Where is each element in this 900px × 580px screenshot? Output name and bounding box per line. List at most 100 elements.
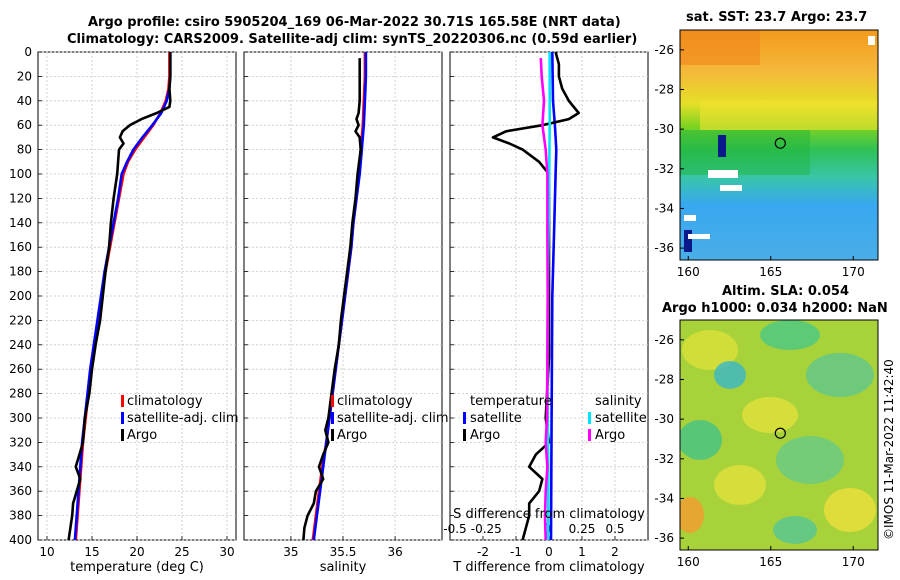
temperature-xlabel: temperature (deg C) [70, 560, 204, 575]
tick-label-y: 160 [9, 240, 32, 254]
legend-argo-label: Argo [127, 428, 157, 443]
tick-label-y: 40 [17, 94, 32, 108]
legend-temp-satellite-swatch [463, 412, 466, 424]
sla-blob [806, 353, 874, 397]
tick-label-x: 1 [578, 545, 586, 559]
series-line-argo [302, 58, 363, 541]
tick-label-x: 15 [84, 545, 99, 559]
tick-label-x: 10 [39, 545, 54, 559]
legend-argo-swatch [121, 429, 124, 441]
tick-label-y: 280 [9, 387, 32, 401]
series-line-temperature-satellite [549, 51, 558, 541]
tick-label-x: 25 [174, 545, 189, 559]
legend-climatology-label: climatology [127, 394, 203, 409]
sst-green-patch [680, 130, 810, 175]
sst-warm-patch [680, 30, 760, 65]
legend-climatology-swatch [331, 395, 334, 407]
tick-label-y: 240 [9, 338, 32, 352]
sst-land-mask-2 [720, 185, 742, 191]
sst-dark-blue-patch [718, 135, 726, 157]
sla-map-title-1: Altim. SLA: 0.054 [722, 284, 849, 299]
series-line-salinity-argo [539, 58, 550, 541]
sst-dark-blue-patch-2 [684, 230, 692, 252]
tick-label-x: 36 [387, 545, 402, 559]
salinity-panel: 35 35.5 36 salinity climatology satellite-… [243, 51, 449, 575]
temperature-legend: climatology satellite-adj. clim Argo [121, 394, 239, 443]
sla-blob [824, 488, 876, 532]
title-line-2: Climatology: CARS2009. Satellite-adj cli… [67, 32, 638, 47]
sla-blob [776, 436, 844, 484]
tick-label-x: 30 [219, 545, 234, 559]
tick-label-x: -1 [510, 545, 522, 559]
tick-label-y: 180 [9, 265, 32, 279]
temperature-panel: 0 20 40 60 80 100 120 140 160 180 200 220 240 260 280 3… [9, 45, 239, 575]
sla-blob [742, 397, 798, 433]
tick-label-x: 20 [129, 545, 144, 559]
sst-land-mask [708, 170, 738, 178]
legend-temp-argo-swatch [463, 429, 466, 441]
tick-label-y: 120 [9, 191, 32, 205]
legend-argo-swatch [331, 429, 334, 441]
sla-blob [773, 516, 817, 544]
sla-blob [760, 320, 820, 350]
tick-label-y: 320 [9, 435, 32, 449]
tick-label-x2: -0.5 [443, 522, 466, 536]
tick-label-y: 20 [17, 69, 32, 83]
tick-label-y: 300 [9, 411, 32, 425]
legend-sal-argo-label: Argo [595, 428, 625, 443]
tick-label-y: 360 [9, 484, 32, 498]
tick-label-y: 340 [9, 460, 32, 474]
sst-land-mask-4 [688, 234, 710, 239]
sst-map-image [680, 30, 878, 260]
legend-climatology-label: climatology [337, 394, 413, 409]
tick-label-x2: -0.25 [471, 522, 502, 536]
difference-xlabel: T difference from climatology [452, 560, 645, 575]
tick-label-y: 100 [9, 167, 32, 181]
legend-satellite-swatch [121, 412, 124, 424]
tick-label-y: 220 [9, 313, 32, 327]
legend-climatology-swatch [121, 395, 124, 407]
legend-sal-argo-swatch [588, 429, 591, 441]
legend-sal-satellite-label: satellite [595, 411, 647, 426]
tick-label-x2: 0.5 [605, 522, 624, 536]
salinity-xlabel: salinity [320, 560, 367, 575]
tick-label-y: 60 [17, 118, 32, 132]
salinity-legend: climatology satellite-adj. clim Argo [331, 394, 449, 443]
tick-label-y: 260 [9, 362, 32, 376]
tick-label-x: 35.5 [330, 545, 357, 559]
tick-label-y: 380 [9, 509, 32, 523]
tick-label-x: -2 [477, 545, 489, 559]
tick-label-x: 2 [611, 545, 619, 559]
legend-temperature-label: temperature [470, 394, 552, 409]
sla-blob [714, 465, 766, 505]
tick-label-x2: 0.25 [569, 522, 596, 536]
sst-land-mask-5 [868, 36, 875, 45]
tick-label-y: 80 [17, 143, 32, 157]
title-line-1: Argo profile: csiro 5905204_169 06-Mar-2… [88, 15, 621, 30]
tick-label-y: 0 [24, 45, 32, 59]
legend-satellite-label: satellite-adj. clim [337, 411, 449, 426]
tick-label-y: 140 [9, 216, 32, 230]
legend-argo-label: Argo [337, 428, 367, 443]
legend-sal-satellite-swatch [588, 412, 591, 424]
legend-satellite-label: satellite-adj. clim [127, 411, 239, 426]
tick-label-x: 0 [545, 545, 553, 559]
sla-map-image [680, 320, 878, 550]
difference-legend: temperature satellite Argo salinity sate… [463, 394, 647, 443]
legend-temp-argo-label: Argo [470, 428, 500, 443]
legend-temp-satellite-label: satellite [470, 411, 522, 426]
credit-text: ©IMOS 11-Mar-2022 11:42:40 [882, 359, 896, 540]
legend-satellite-swatch [331, 412, 334, 424]
tick-label-x: 35 [283, 545, 298, 559]
sla-blob [680, 420, 722, 460]
sst-land-mask-3 [684, 215, 696, 221]
series-line-argo [67, 52, 172, 541]
sla-map-title-2: Argo h1000: 0.034 h2000: NaN [662, 301, 888, 316]
difference-panel: -2 -1 0 1 2-0.5 -0.25 0 0.25 0.5 S difference fr… [443, 51, 649, 575]
tick-label-y: 400 [9, 533, 32, 547]
tick-label-y: 200 [9, 289, 32, 303]
sst-yellow-band [700, 100, 878, 130]
difference-x2label: S difference from climatology [453, 507, 645, 522]
sst-map-title: sat. SST: 23.7 Argo: 23.7 [686, 10, 868, 25]
